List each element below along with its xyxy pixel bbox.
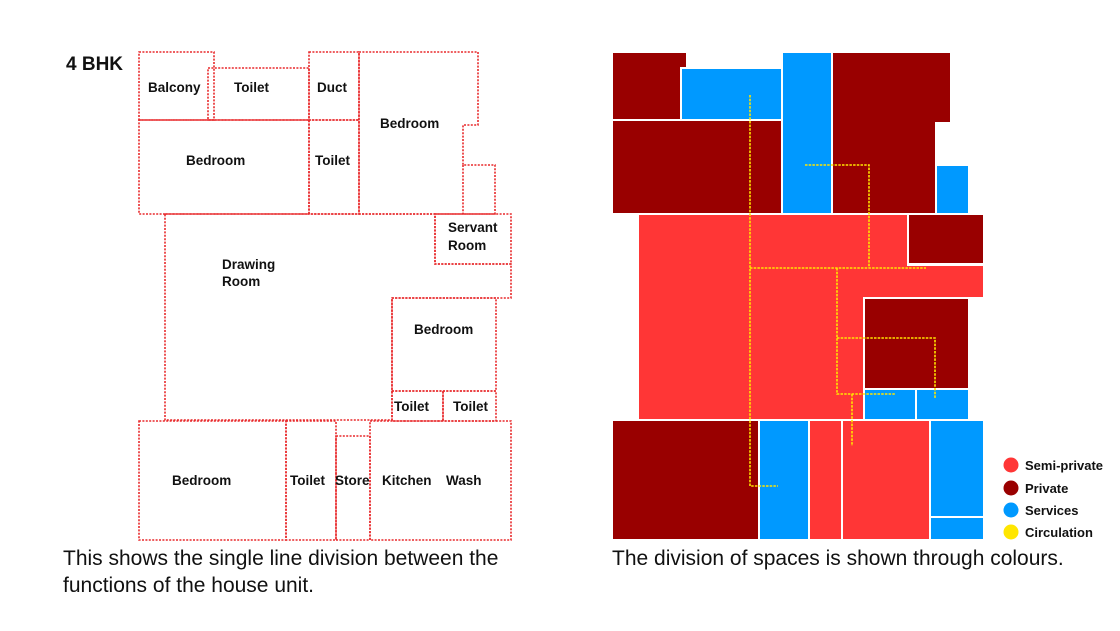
room-label-drawing-room-1: Drawing — [222, 257, 275, 272]
room-outline-bedroom-top-left — [138, 119, 310, 215]
room-label-toilet-right-1: Toilet — [394, 399, 430, 414]
zone-private-bedroom-top-right — [831, 51, 952, 215]
room-label-bedroom-top-left: Bedroom — [186, 153, 245, 168]
room-labels: Balcony Toilet Duct Bedroom Bedroom Toil… — [148, 80, 498, 488]
zone-semi-private-corridor — [808, 419, 843, 541]
room-label-duct: Duct — [317, 80, 348, 95]
room-label-drawing-room-2: Room — [222, 274, 260, 289]
legend: Semi-private Private Services Circulatio… — [1003, 457, 1103, 540]
circulation-paths — [749, 95, 936, 487]
room-outline-bedroom-top-right — [358, 51, 496, 215]
caption-right: The division of spaces is shown through … — [612, 547, 1064, 570]
zoning-plan — [611, 51, 985, 541]
zone-private-balcony — [611, 51, 688, 121]
room-label-store: Store — [335, 473, 370, 488]
circulation-path-main — [749, 95, 778, 487]
zone-private-bedroom-right — [863, 297, 970, 390]
room-label-servant-room-1: Servant — [448, 220, 498, 235]
circulation-path-kitchen — [836, 268, 895, 395]
zone-services-toilet-bottom — [758, 419, 810, 541]
room-label-bedroom-right: Bedroom — [414, 322, 473, 337]
line-floor-plan — [138, 51, 512, 541]
caption-left: This shows the single line division betw… — [63, 547, 499, 597]
zone-private-bedroom-bottom — [611, 419, 760, 541]
legend-swatch-services — [1003, 502, 1019, 518]
circulation-path-bedroom-top — [805, 164, 870, 268]
zone-services-toilet-right-2 — [915, 388, 970, 421]
room-outline-bedroom-right — [391, 297, 497, 392]
room-label-balcony: Balcony — [148, 80, 201, 95]
zone-services-wash-lower — [929, 516, 985, 541]
zone-services-toilet-top — [680, 67, 783, 121]
room-label-toilet-bottom: Toilet — [290, 473, 326, 488]
room-label-toilet-top: Toilet — [234, 80, 270, 95]
legend-swatch-semi-private — [1003, 457, 1019, 473]
room-outline-drawing-room — [164, 213, 512, 421]
room-outline-store — [335, 435, 371, 541]
zone-services-wash — [929, 419, 985, 518]
circulation-path-bedroom-right — [837, 337, 936, 398]
legend-label-services: Services — [1025, 503, 1079, 518]
room-outline-toilet-mid — [308, 119, 360, 215]
legend-label-private: Private — [1025, 481, 1068, 496]
legend-swatch-circulation — [1003, 524, 1019, 540]
room-label-toilet-mid: Toilet — [315, 153, 351, 168]
zone-semi-private-kitchen — [841, 419, 931, 541]
zone-services-shaft — [935, 164, 970, 215]
room-label-bedroom-bottom: Bedroom — [172, 473, 231, 488]
room-label-kitchen: Kitchen — [382, 473, 432, 488]
room-outline-kitchen-wash — [369, 420, 512, 541]
zone-private-bedroom-top-left — [611, 119, 783, 215]
plan-title: 4 BHK — [66, 54, 123, 75]
zone-services-duct-toilet — [781, 51, 833, 215]
zone-private-servant-room — [907, 213, 985, 265]
legend-swatch-private — [1003, 480, 1019, 496]
room-label-servant-room-2: Room — [448, 238, 486, 253]
room-label-toilet-right-2: Toilet — [453, 399, 489, 414]
room-label-bedroom-top-right: Bedroom — [380, 116, 439, 131]
room-label-wash: Wash — [446, 473, 482, 488]
legend-label-semi-private: Semi-private — [1025, 458, 1103, 473]
legend-label-circulation: Circulation — [1025, 525, 1093, 540]
